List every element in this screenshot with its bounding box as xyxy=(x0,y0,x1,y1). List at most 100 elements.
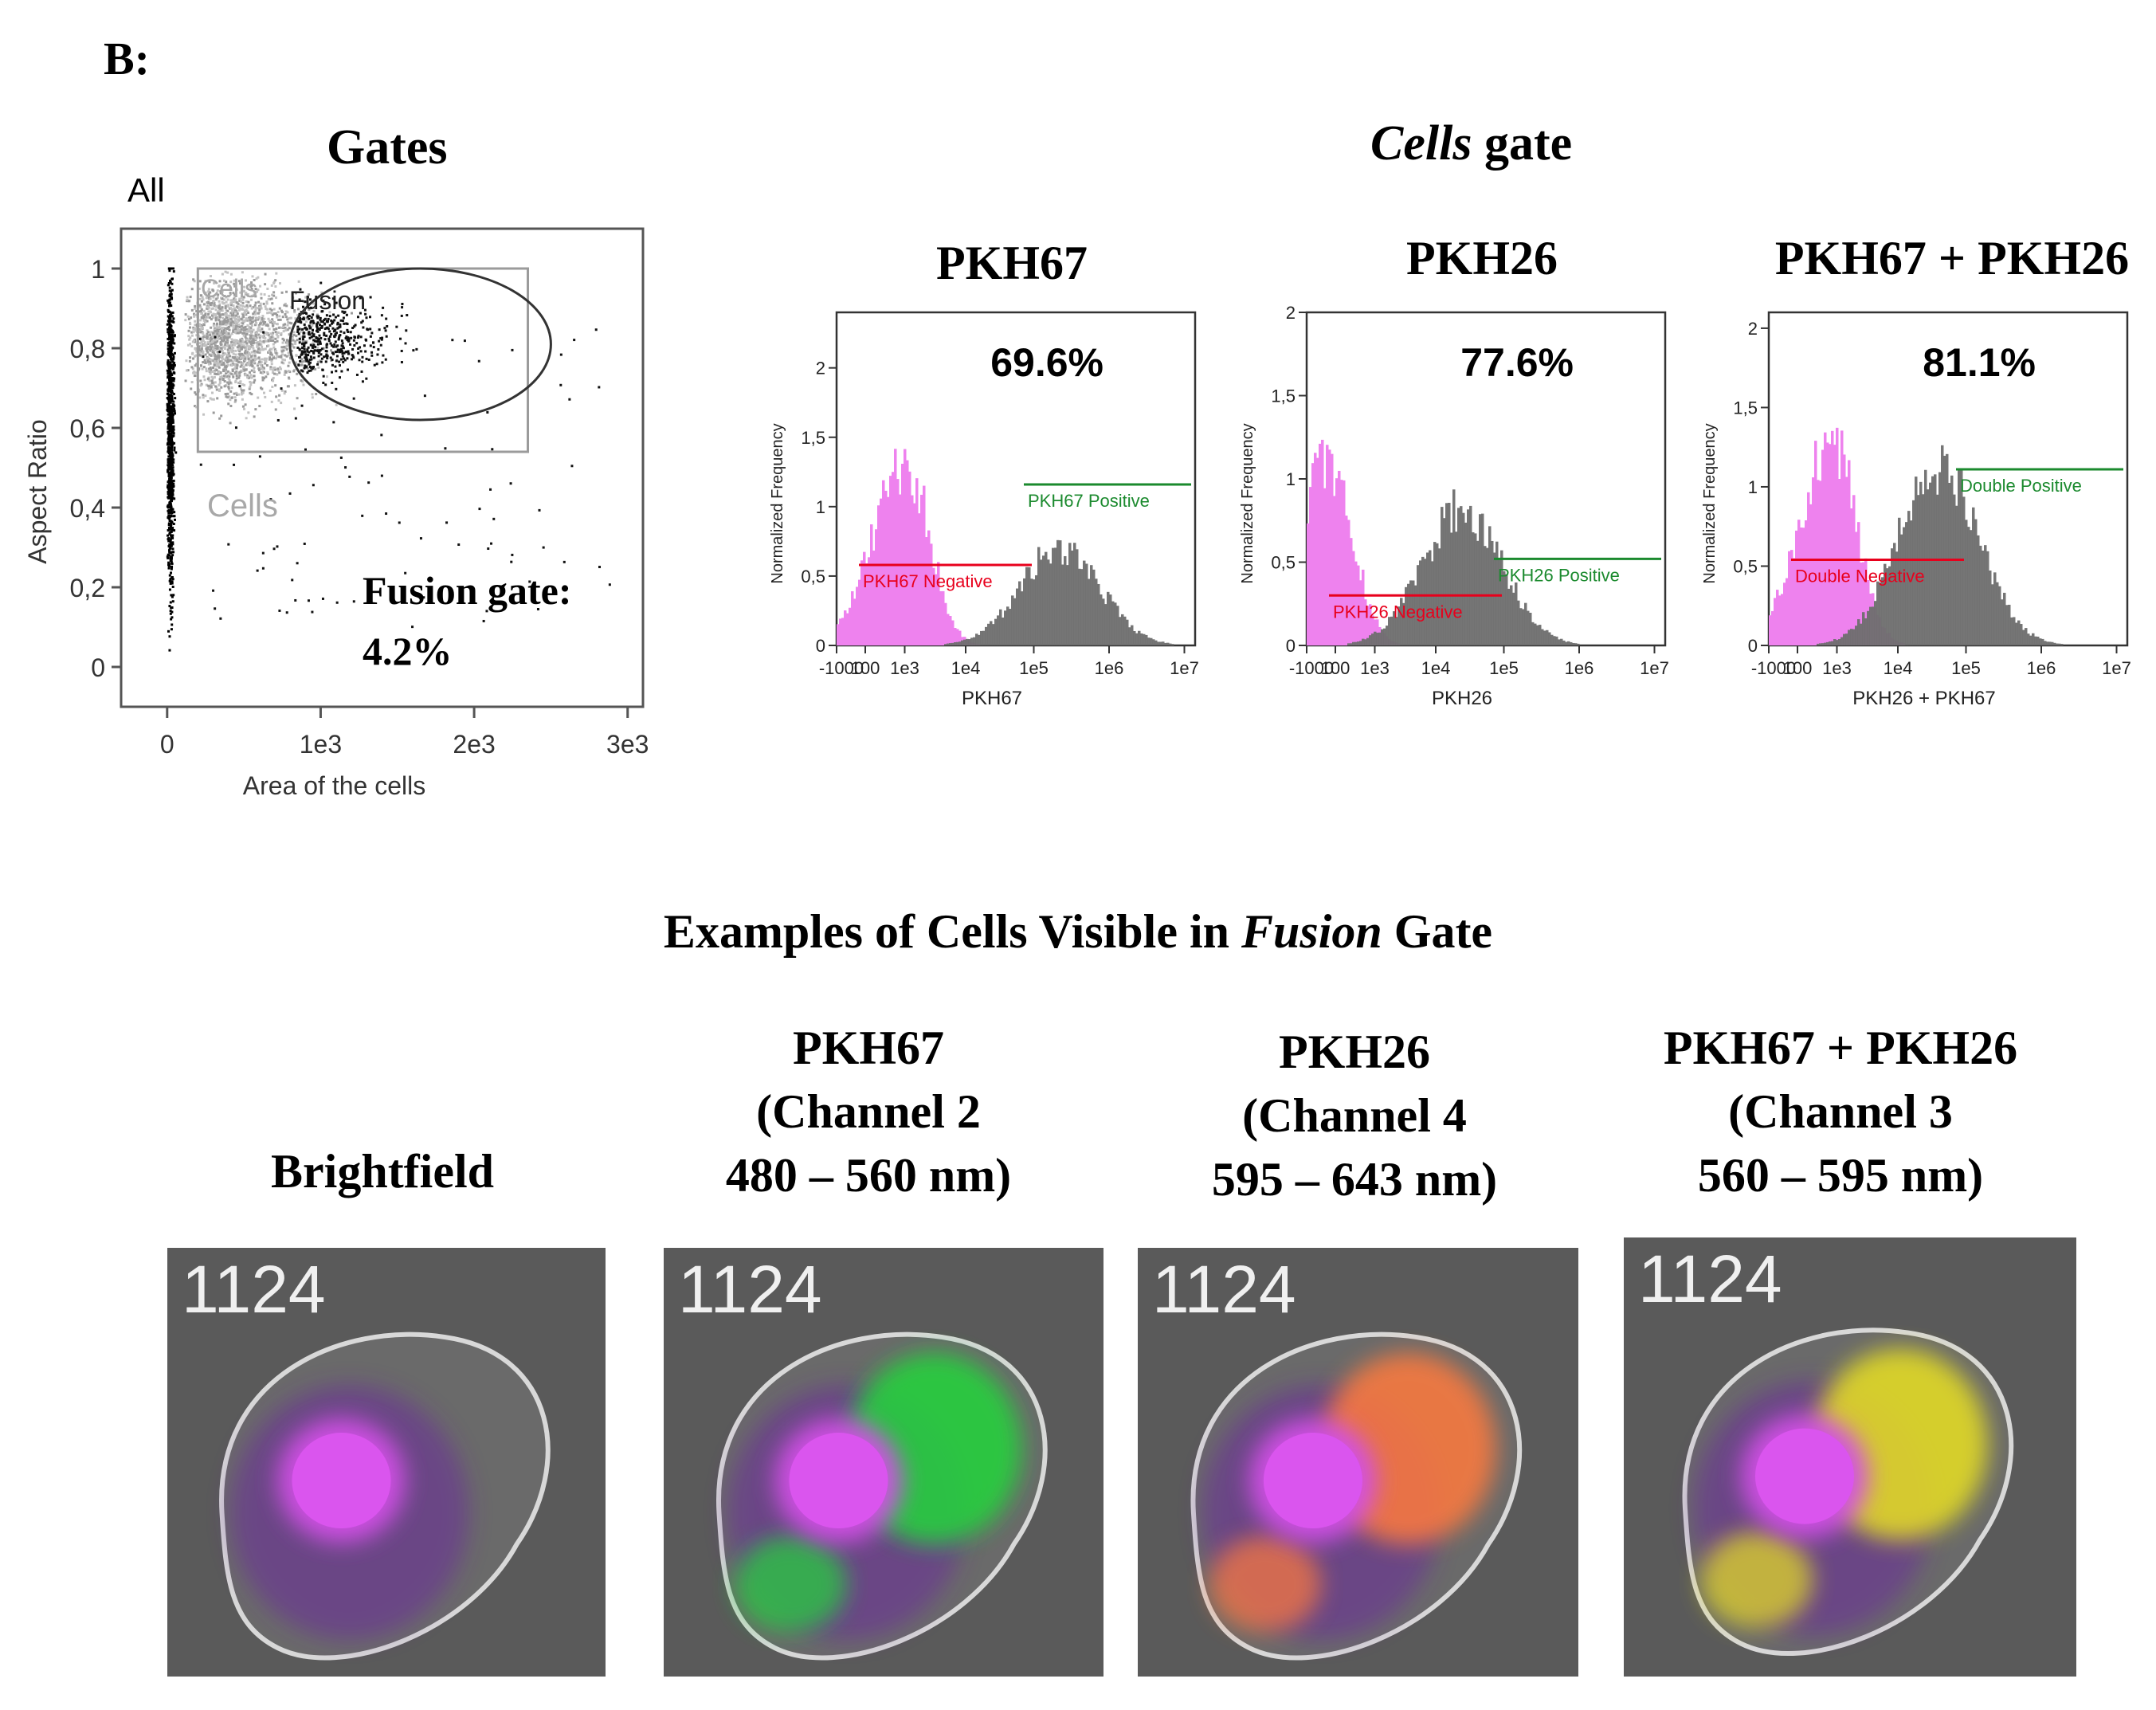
scatter-point xyxy=(243,383,246,386)
histogram-bar xyxy=(1407,583,1410,645)
scatter-point xyxy=(242,357,245,360)
y-tick-label: 1 xyxy=(1286,469,1296,489)
histogram-bar xyxy=(1371,615,1374,645)
scatter-point xyxy=(335,370,338,373)
scatter-point xyxy=(294,598,297,602)
scatter-point xyxy=(311,396,314,399)
scatter-point xyxy=(251,319,254,322)
histogram-bar xyxy=(1833,639,1837,645)
scatter-point xyxy=(169,457,172,461)
scatter-point xyxy=(230,332,233,335)
scatter-point xyxy=(200,312,203,316)
histogram-bar xyxy=(999,609,1002,645)
scatter-point xyxy=(201,296,204,299)
scatter-point xyxy=(189,296,192,299)
histogram-bar xyxy=(1450,532,1453,645)
scatter-point xyxy=(359,335,363,339)
scatter-point xyxy=(245,338,249,341)
scatter-point xyxy=(563,560,566,563)
scatter-point xyxy=(307,599,310,602)
scatter-point xyxy=(298,341,301,344)
scatter-point xyxy=(381,361,384,364)
scatter-point xyxy=(255,322,258,325)
scatter-point xyxy=(316,343,319,346)
scatter-point xyxy=(194,405,197,408)
scatter-points xyxy=(166,267,611,652)
scatter-point xyxy=(206,335,209,339)
caption-line: 480 – 560 nm) xyxy=(725,1149,1012,1202)
scatter-point xyxy=(221,326,225,329)
scatter-point xyxy=(308,317,311,320)
scatter-point xyxy=(351,354,354,357)
scatter-point xyxy=(308,351,311,354)
scatter-point xyxy=(316,323,319,326)
scatter-point xyxy=(274,279,277,282)
scatter-point xyxy=(319,340,322,343)
scatter-point xyxy=(172,479,175,482)
histogram-bar xyxy=(1958,468,1961,645)
scatter-point xyxy=(172,434,175,437)
scatter-point xyxy=(262,302,265,305)
scatter-point xyxy=(257,356,261,359)
histogram-bar xyxy=(1443,518,1446,645)
histogram-bar xyxy=(1567,641,1570,645)
scatter-point xyxy=(323,355,326,359)
scatter-point xyxy=(210,326,213,329)
histogram-bar xyxy=(1788,551,1791,645)
scatter-point xyxy=(334,316,337,319)
histogram-bar xyxy=(1989,570,1992,645)
scatter-point xyxy=(167,545,171,548)
histogram-bar xyxy=(1915,477,1918,645)
scatter-point xyxy=(170,594,173,597)
scatter-point xyxy=(169,454,172,457)
histogram-bar xyxy=(966,638,969,645)
scatter-point xyxy=(209,372,212,375)
histogram-bar xyxy=(944,602,947,645)
histogram-bar xyxy=(1498,558,1501,645)
gate-percent: 81.1% xyxy=(1923,340,2036,385)
scatter-point xyxy=(305,339,308,343)
scatter-point xyxy=(198,323,201,326)
scatter-point xyxy=(232,330,235,333)
scatter-point xyxy=(204,280,207,283)
scatter-point xyxy=(210,342,214,345)
scatter-point xyxy=(280,361,284,364)
scatter-point xyxy=(241,320,245,323)
scatter-point xyxy=(166,534,169,537)
scatter-point xyxy=(261,358,264,361)
scatter-point xyxy=(244,357,247,360)
scatter-point xyxy=(261,366,265,369)
scatter-point xyxy=(272,312,276,316)
scatter-point xyxy=(510,560,513,563)
scatter-point xyxy=(211,382,214,385)
x-tick-label: 1e4 xyxy=(1884,658,1913,678)
scatter-point xyxy=(271,386,274,389)
histogram-bar xyxy=(2034,636,2037,645)
scatter-point xyxy=(171,466,174,469)
scatter-point xyxy=(401,306,404,309)
scatter-point xyxy=(343,331,346,335)
scatter-point xyxy=(206,342,210,345)
scatter-point xyxy=(169,314,172,317)
scatter-point xyxy=(169,601,172,604)
scatter-point xyxy=(230,386,233,390)
scatter-point xyxy=(266,371,269,374)
scatter-point xyxy=(297,363,300,367)
scatter-point xyxy=(218,304,221,308)
histogram-bar xyxy=(1054,547,1057,645)
scatter-point xyxy=(169,439,172,442)
histogram-bar xyxy=(1848,460,1851,645)
scatter-point xyxy=(249,347,252,350)
scatter-point xyxy=(306,350,309,353)
scatter-point xyxy=(221,322,225,325)
scatter-point xyxy=(375,363,378,366)
scatter-point xyxy=(203,341,206,344)
histogram-bar xyxy=(853,598,857,645)
histogram-bar xyxy=(870,524,873,645)
scatter-point xyxy=(218,379,221,382)
y-tick-label: 0,4 xyxy=(70,494,105,523)
scatter-point xyxy=(184,379,187,382)
scatter-point xyxy=(235,288,238,292)
scatter-point xyxy=(308,336,312,339)
histogram-bar xyxy=(949,643,952,645)
